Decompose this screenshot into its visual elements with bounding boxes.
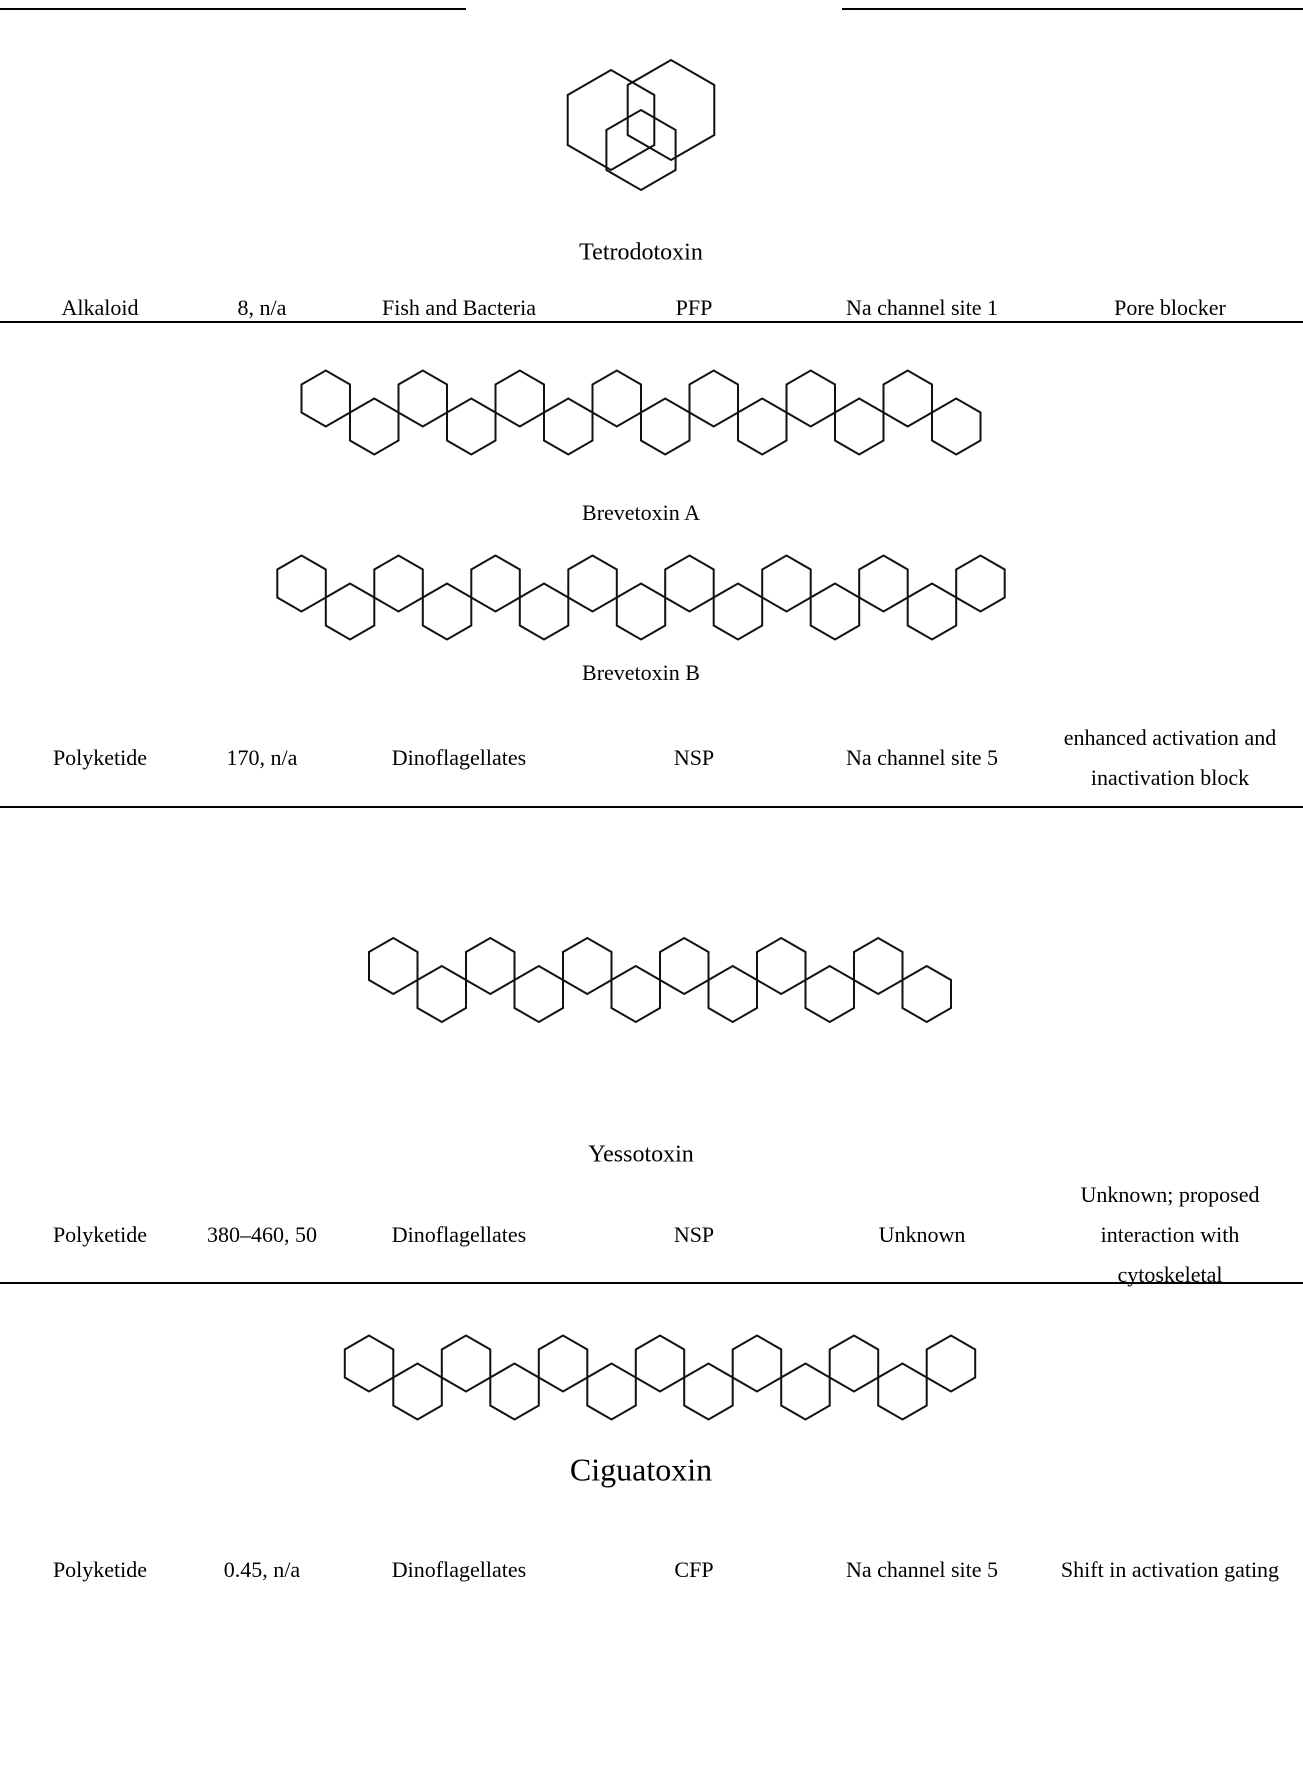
ring (350, 399, 399, 455)
table-cell: 0.45, n/a (207, 1550, 317, 1590)
ring (830, 1336, 879, 1392)
ring (781, 1364, 830, 1420)
table-rule (0, 8, 466, 10)
ring (606, 110, 675, 190)
table-cell: Alkaloid (15, 288, 185, 328)
table-cell: Unknown; proposed interaction with cytos… (1054, 1175, 1286, 1295)
table-cell: Na channel site 1 (812, 288, 1032, 328)
table-rule (0, 806, 1303, 808)
ring (302, 371, 351, 427)
table-cell: Shift in activation gating (1054, 1550, 1286, 1590)
ring (447, 399, 496, 455)
table-cell: Dinoflagellates (349, 1550, 569, 1590)
ring (787, 371, 836, 427)
ring (490, 1364, 539, 1420)
structure-name: Ciguatoxin (570, 1452, 712, 1489)
ring (884, 371, 933, 427)
ring (374, 556, 423, 612)
table-cell: NSP (614, 738, 774, 778)
ring (520, 584, 569, 640)
ring (835, 399, 884, 455)
ring (709, 966, 758, 1022)
table-cell: 8, n/a (207, 288, 317, 328)
ring (587, 1364, 636, 1420)
table-cell: Pore blocker (1054, 288, 1286, 328)
ring (641, 399, 690, 455)
table-cell: enhanced activation and inactivation blo… (1054, 718, 1286, 798)
ring (690, 371, 739, 427)
ring (714, 584, 763, 640)
ring (927, 1336, 976, 1392)
ring (612, 966, 661, 1022)
table-cell: CFP (614, 1550, 774, 1590)
table-cell: Na channel site 5 (812, 1550, 1032, 1590)
ring (471, 556, 520, 612)
table-cell: Polyketide (15, 1215, 185, 1255)
ring (684, 1364, 733, 1420)
ring (568, 556, 617, 612)
ring (544, 399, 593, 455)
ring (660, 938, 709, 994)
table-cell: 380–460, 50 (207, 1215, 317, 1255)
ring (563, 938, 612, 994)
structure-layer (0, 0, 1303, 1790)
ring (908, 584, 957, 640)
table-cell: Unknown (812, 1215, 1032, 1255)
ring (515, 966, 564, 1022)
ring (442, 1336, 491, 1392)
ring (369, 938, 418, 994)
ring (496, 371, 545, 427)
ring (393, 1364, 442, 1420)
ring (277, 556, 326, 612)
ring (636, 1336, 684, 1392)
ring (733, 1336, 782, 1392)
structure-name: Tetrodotoxin (579, 240, 703, 267)
table-cell: PFP (614, 288, 774, 328)
ring (811, 584, 860, 640)
ring (956, 556, 1005, 612)
structure-name: Brevetoxin B (582, 660, 700, 686)
ring (854, 938, 903, 994)
ring (878, 1364, 927, 1420)
table-cell: Polyketide (15, 1550, 185, 1590)
structure-name: Yessotoxin (588, 1142, 694, 1169)
table-page: Tetrodotoxin Alkaloid 8, n/a Fish and Bacte… (0, 0, 1303, 1790)
table-cell: Na channel site 5 (812, 738, 1032, 778)
ring (859, 556, 908, 612)
table-rule (842, 8, 1303, 10)
table-cell: Fish and Bacteria (349, 288, 569, 328)
ring (617, 584, 665, 640)
ring (806, 966, 855, 1022)
structure-name: Brevetoxin A (582, 500, 700, 526)
ring (326, 584, 375, 640)
ring (757, 938, 806, 994)
table-cell: Dinoflagellates (349, 738, 569, 778)
ring (423, 584, 472, 640)
ring (345, 1336, 394, 1392)
ring (418, 966, 467, 1022)
table-cell: NSP (614, 1215, 774, 1255)
ring (593, 371, 642, 427)
ring (903, 966, 952, 1022)
ring (738, 399, 787, 455)
table-cell: Dinoflagellates (349, 1215, 569, 1255)
ring (568, 70, 655, 170)
ring (466, 938, 515, 994)
table-cell: 170, n/a (207, 738, 317, 778)
ring (539, 1336, 588, 1392)
ring (399, 371, 448, 427)
ring (932, 399, 981, 455)
table-cell: Polyketide (15, 738, 185, 778)
ring (762, 556, 811, 612)
ring (665, 556, 714, 612)
